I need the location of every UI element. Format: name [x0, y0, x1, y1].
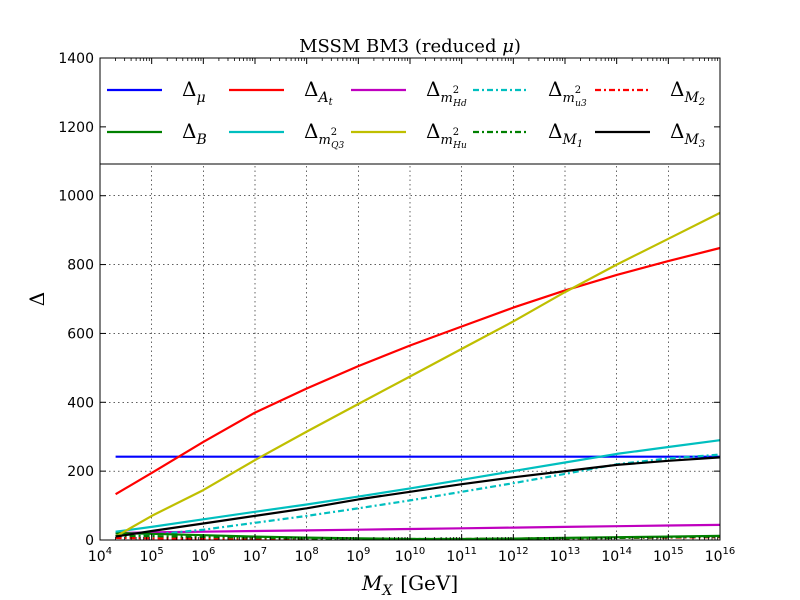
x-tick-label: 109 [346, 546, 370, 565]
y-axis-label: Δ [25, 292, 49, 306]
legend-label-3: Δm2 Hd [426, 77, 467, 109]
series-line-3 [115, 523, 721, 535]
x-tick-label: 108 [295, 546, 319, 565]
x-tick-label: 1014 [601, 546, 632, 565]
x-tick-label: 107 [243, 546, 267, 565]
x-tick-label: 1013 [550, 546, 581, 565]
series-line-7 [115, 439, 721, 533]
x-tick-label: 106 [191, 546, 215, 565]
legend-label-9: ΔM1 [548, 119, 583, 150]
legend-box [99, 57, 721, 165]
legend-label-8: Δm2 Hu [426, 119, 467, 151]
x-tick-label: 104 [88, 546, 112, 565]
x-tick-label: 1011 [446, 546, 477, 565]
legend-label-7: Δm2 Q3 [304, 119, 345, 151]
x-tick-label: 1012 [498, 546, 529, 565]
x-axis-label: MX [GeV] [361, 571, 458, 599]
axis-ticks: 104 105 106 107 108 109 1010 1011 1012 1013 1014 10… [58, 51, 735, 565]
y-tick-label: 400 [67, 395, 94, 411]
legend: Δμ ΔAt Δm2 Hd Δm2 u3 ΔM2 ΔB Δm2 Q3 Δm2 Hu ΔM1 ΔM3 [107, 77, 705, 151]
chart-title: MSSM BM3 (reduced μ) [299, 36, 521, 57]
y-tick-label: 1200 [58, 120, 94, 136]
legend-label-4: Δm2 u3 [548, 77, 587, 109]
y-tick-label: 800 [67, 258, 94, 274]
legend-label-2: ΔAt [304, 77, 334, 108]
y-tick-label: 0 [85, 533, 94, 549]
y-tick-label: 600 [67, 326, 94, 342]
x-tick-label: 1016 [705, 546, 736, 565]
series-line-8 [115, 211, 721, 538]
x-tick-label: 1010 [395, 546, 426, 565]
x-tick-label: 1015 [653, 546, 684, 565]
legend-label-10: ΔM3 [670, 119, 705, 150]
y-tick-label: 1000 [58, 189, 94, 205]
legend-label-6: ΔB [182, 119, 207, 148]
y-tick-label: 1400 [58, 51, 94, 67]
legend-label-5: ΔM2 [670, 77, 705, 108]
x-tick-label: 105 [140, 546, 164, 565]
legend-label-1: Δμ [182, 77, 206, 106]
series-line-2 [115, 246, 721, 496]
series-line-10 [115, 456, 721, 538]
y-tick-label: 200 [67, 464, 94, 480]
